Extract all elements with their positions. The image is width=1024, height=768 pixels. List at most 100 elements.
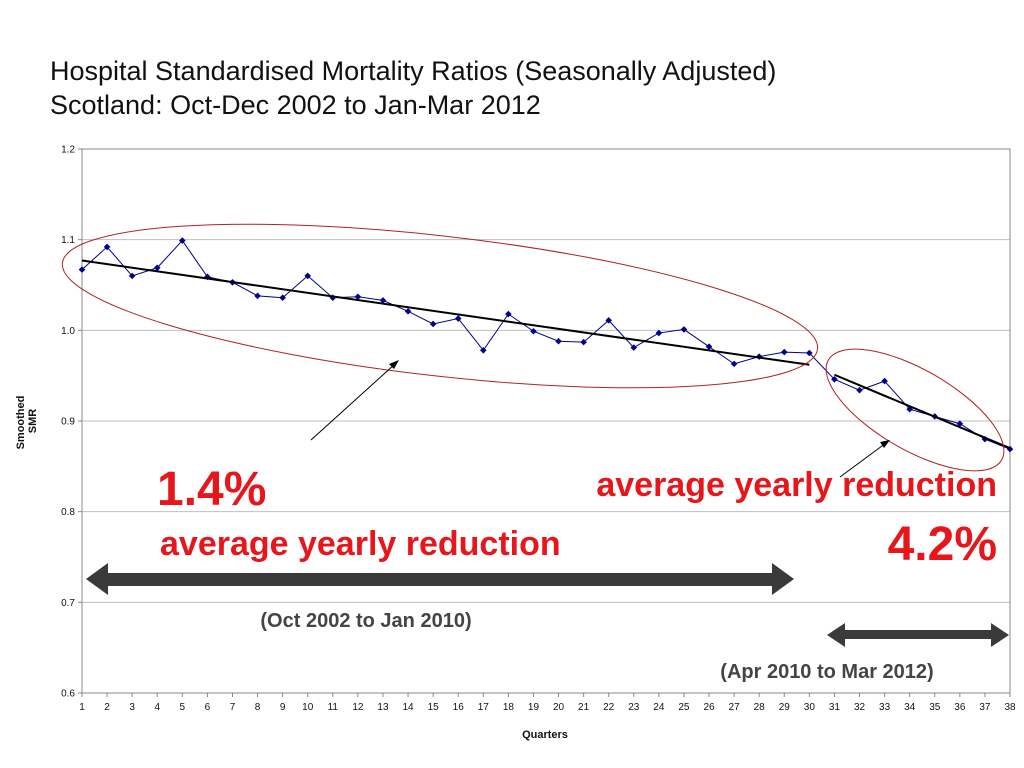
data-point — [404, 307, 412, 315]
x-tick-label: 16 — [453, 702, 465, 713]
data-point — [354, 293, 362, 301]
y-tick-label: 1.1 — [61, 235, 75, 246]
x-tick-label: 33 — [879, 702, 891, 713]
x-tick-label: 6 — [205, 702, 211, 713]
x-tick-label: 7 — [230, 702, 236, 713]
right-caption: average yearly reduction — [596, 466, 997, 504]
data-point — [906, 405, 913, 413]
chart-title-line-2: Scotland: Oct-Dec 2002 to Jan-Mar 2012 — [50, 90, 541, 120]
x-tick-label: 20 — [553, 702, 565, 713]
x-tick-label: 13 — [377, 702, 389, 713]
x-axis-title: Quarters — [522, 729, 568, 741]
right-range-arrow — [827, 623, 1009, 647]
data-point — [680, 326, 688, 333]
data-point — [555, 337, 562, 345]
data-point — [304, 272, 312, 280]
x-tick-label: 11 — [328, 702, 339, 713]
data-point — [856, 386, 863, 394]
data-point — [204, 273, 211, 281]
trendlines — [81, 259, 1011, 450]
left-range-label: (Oct 2002 to Jan 2010) — [260, 610, 471, 632]
data-point — [279, 294, 286, 301]
left-period-ellipse — [61, 223, 819, 389]
x-tick-label: 19 — [528, 702, 540, 713]
x-tick-label: 27 — [729, 702, 741, 713]
data-point — [705, 343, 713, 350]
y-tick-label: 0.8 — [61, 507, 75, 518]
right-range-label: (Apr 2010 to Mar 2012) — [720, 661, 933, 683]
data-point — [78, 266, 86, 273]
x-tick-label: 1 — [79, 702, 85, 713]
x-tick-label: 31 — [829, 702, 841, 713]
x-tick-label: 30 — [804, 702, 816, 713]
data-point — [780, 348, 788, 356]
right-percent: 4.2% — [888, 518, 997, 571]
left-caption: average yearly reduction — [160, 525, 561, 563]
x-tick-label: 22 — [603, 702, 615, 713]
right-pointer-arrow — [839, 440, 890, 478]
y-tick-label: 0.9 — [61, 417, 75, 428]
x-tick-label: 4 — [154, 702, 160, 713]
data-point — [655, 329, 663, 337]
x-tick-label: 35 — [929, 702, 941, 713]
y-axis-ticks: 0.6 0.7 0.8 0.9 1.0 1.1 1.2 — [61, 145, 82, 700]
gridlines — [82, 148, 1010, 694]
data-point — [379, 297, 387, 304]
y-tick-label: 0.7 — [61, 598, 75, 609]
data-point — [881, 377, 888, 385]
data-point — [153, 264, 161, 272]
x-tick-label: 5 — [180, 702, 186, 713]
left-range-arrow — [86, 563, 794, 595]
y-tick-label: 0.6 — [61, 689, 75, 700]
trendline — [81, 259, 810, 366]
x-tick-label: 28 — [754, 702, 766, 713]
right-period-ellipse — [825, 348, 1005, 472]
y-axis-title: Smoothed SMR — [15, 393, 39, 450]
data-point — [128, 272, 136, 280]
x-tick-label: 18 — [503, 702, 515, 713]
x-tick-label: 14 — [402, 702, 414, 713]
data-point — [806, 349, 813, 357]
data-point — [605, 317, 613, 324]
x-tick-label: 10 — [302, 702, 314, 713]
x-tick-label: 17 — [478, 702, 490, 713]
x-tick-label: 15 — [428, 702, 440, 713]
x-tick-label: 21 — [578, 702, 590, 713]
data-point — [630, 344, 638, 351]
data-point — [730, 360, 738, 368]
data-point — [454, 315, 462, 322]
x-tick-label: 34 — [904, 702, 916, 713]
x-tick-label: 3 — [129, 702, 135, 713]
x-axis-ticks: 1 2 3 4 5 6 7 8 9 10 11 12 13 14 15 16 17 18 19 20 21 22 23 24 2… — [79, 693, 1016, 713]
data-point — [179, 237, 186, 244]
data-point — [254, 292, 261, 300]
x-tick-label: 26 — [703, 702, 715, 713]
chart-title-line-1: Hospital Standardised Mortality Ratios (… — [50, 56, 777, 86]
data-point — [429, 320, 437, 328]
series-line — [81, 239, 1011, 450]
data-point — [479, 346, 487, 354]
data-point — [956, 420, 964, 428]
x-tick-label: 25 — [678, 702, 690, 713]
left-percent: 1.4% — [157, 463, 266, 516]
x-tick-label: 23 — [628, 702, 640, 713]
left-pointer-arrow — [310, 360, 399, 441]
data-point — [831, 375, 838, 383]
data-point — [580, 338, 587, 346]
chart-title: Hospital Standardised Mortality Ratios (… — [50, 54, 776, 122]
data-point — [530, 327, 537, 335]
x-tick-label: 38 — [1004, 702, 1016, 713]
data-point — [505, 310, 512, 318]
x-tick-label: 32 — [854, 702, 866, 713]
data-point — [103, 243, 111, 251]
y-axis-title-line-2: SMR — [27, 409, 39, 434]
x-tick-label: 2 — [104, 702, 110, 713]
y-axis-title-line-1: Smoothed — [15, 396, 27, 450]
y-tick-label: 1.2 — [61, 145, 75, 156]
x-tick-label: 29 — [779, 702, 791, 713]
x-tick-label: 12 — [352, 702, 364, 713]
x-tick-label: 9 — [280, 702, 286, 713]
x-tick-label: 24 — [653, 702, 665, 713]
x-tick-label: 36 — [954, 702, 966, 713]
